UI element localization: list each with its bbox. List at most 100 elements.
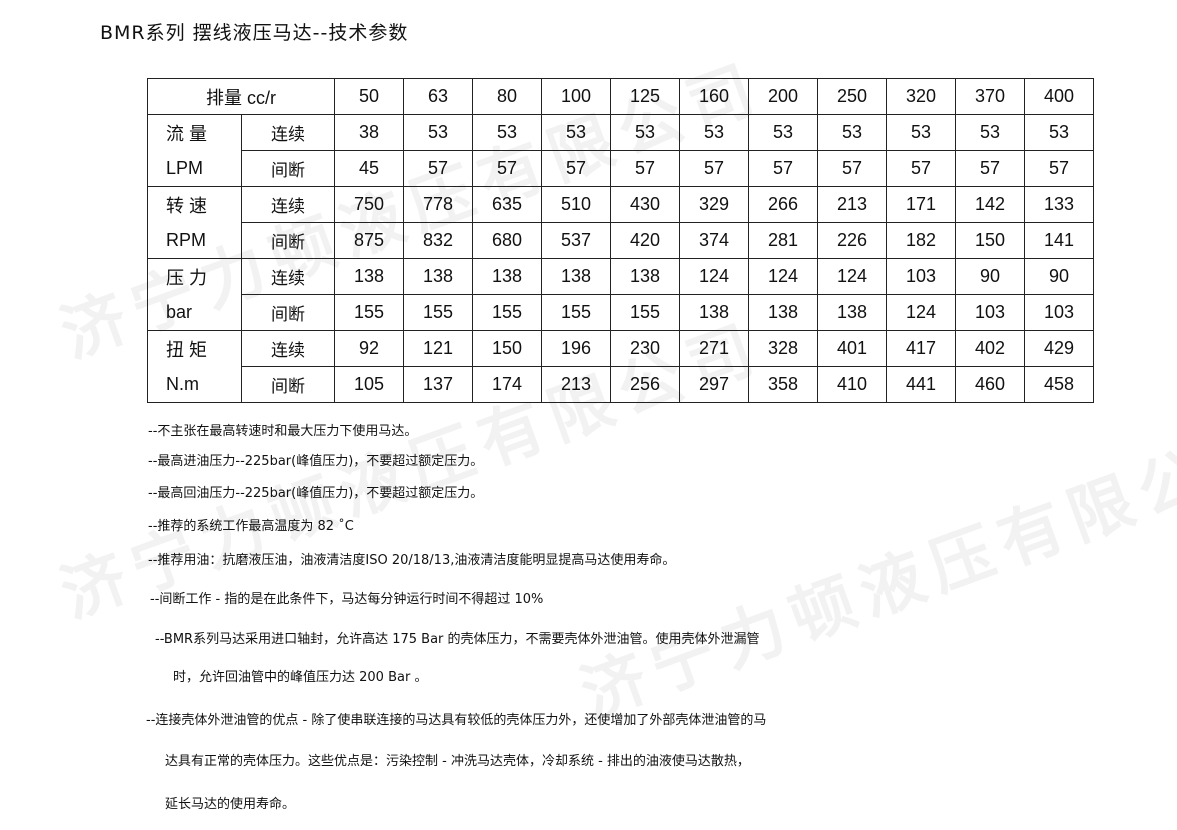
table-cell: 53 — [748, 114, 818, 151]
condition-label: 间断 — [241, 294, 335, 331]
group-name: 扭 矩 — [147, 330, 242, 367]
table-cell: 171 — [886, 186, 956, 223]
table-cell: 832 — [403, 222, 473, 259]
table-row: 转 速连续 750 778 635 510 430 329 266 213 171 142 133 — [147, 186, 1094, 223]
table-cell: 150 — [472, 330, 542, 367]
table-cell: 174 — [472, 366, 542, 403]
table-cell: 133 — [1024, 186, 1094, 223]
table-cell: 635 — [472, 186, 542, 223]
table-cell: 38 — [334, 114, 404, 151]
table-cell: 417 — [886, 330, 956, 367]
table-cell: 103 — [955, 294, 1025, 331]
table-cell: 124 — [679, 258, 749, 295]
displacement-value: 160 — [679, 78, 749, 115]
table-cell: 138 — [610, 258, 680, 295]
group-unit: LPM — [147, 150, 242, 187]
table-cell: 460 — [955, 366, 1025, 403]
condition-label: 间断 — [241, 150, 335, 187]
table-cell: 57 — [817, 150, 887, 187]
condition-label: 连续 — [241, 114, 335, 151]
table-cell: 750 — [334, 186, 404, 223]
table-cell: 53 — [955, 114, 1025, 151]
note-line: --推荐用油：抗磨液压油，油液清洁度ISO 20/18/13,油液清洁度能明显提… — [148, 553, 676, 568]
table-cell: 53 — [679, 114, 749, 151]
table-cell: 281 — [748, 222, 818, 259]
table-cell: 374 — [679, 222, 749, 259]
table-cell: 53 — [817, 114, 887, 151]
note-line: --最高进油压力--225bar(峰值压力)，不要超过额定压力。 — [148, 454, 484, 469]
table-cell: 155 — [541, 294, 611, 331]
table-cell: 213 — [817, 186, 887, 223]
displacement-value: 400 — [1024, 78, 1094, 115]
condition-label: 连续 — [241, 258, 335, 295]
note-line: --连接壳体外泄油管的优点 - 除了使串联连接的马达具有较低的壳体压力外，还使增… — [146, 713, 767, 728]
table-cell: 53 — [610, 114, 680, 151]
table-cell: 138 — [541, 258, 611, 295]
table-row: 压 力连续 138 138 138 138 138 124 124 124 103 90 90 — [147, 258, 1094, 295]
displacement-value: 370 — [955, 78, 1025, 115]
table-header-row: 排量 cc/r 50 63 80 100 125 160 200 250 320 370 400 — [147, 78, 1094, 115]
table-cell: 124 — [886, 294, 956, 331]
table-cell: 138 — [817, 294, 887, 331]
displacement-value: 200 — [748, 78, 818, 115]
table-cell: 103 — [1024, 294, 1094, 331]
group-unit: bar — [147, 294, 242, 331]
table-cell: 155 — [610, 294, 680, 331]
table-cell: 121 — [403, 330, 473, 367]
table-cell: 57 — [955, 150, 1025, 187]
page-title: BMR系列 摆线液压马达--技术参数 — [100, 22, 409, 44]
table-cell: 410 — [817, 366, 887, 403]
table-cell: 53 — [472, 114, 542, 151]
table-cell: 155 — [403, 294, 473, 331]
group-name: 转 速 — [147, 186, 242, 223]
group-name: 压 力 — [147, 258, 242, 295]
table-cell: 138 — [403, 258, 473, 295]
table-cell: 226 — [817, 222, 887, 259]
table-cell: 196 — [541, 330, 611, 367]
table-cell: 213 — [541, 366, 611, 403]
table-cell: 92 — [334, 330, 404, 367]
table-cell: 230 — [610, 330, 680, 367]
table-cell: 53 — [1024, 114, 1094, 151]
displacement-value: 320 — [886, 78, 956, 115]
displacement-value: 250 — [817, 78, 887, 115]
spec-table: 排量 cc/r 50 63 80 100 125 160 200 250 320 370 400 流… — [147, 78, 1094, 403]
note-line: --间断工作 - 指的是在此条件下，马达每分钟运行时间不得超过 10% — [150, 592, 544, 607]
table-cell: 680 — [472, 222, 542, 259]
table-cell: 90 — [1024, 258, 1094, 295]
table-cell: 53 — [541, 114, 611, 151]
table-cell: 429 — [1024, 330, 1094, 367]
table-cell: 155 — [334, 294, 404, 331]
table-cell: 256 — [610, 366, 680, 403]
table-cell: 458 — [1024, 366, 1094, 403]
table-row: RPM 间断 875 832 680 537 420 374 281 226 182 150 141 — [147, 222, 1094, 259]
note-line: 时，允许回油管中的峰值压力达 200 Bar 。 — [173, 670, 428, 685]
table-cell: 57 — [748, 150, 818, 187]
condition-label: 间断 — [241, 366, 335, 403]
table-cell: 420 — [610, 222, 680, 259]
table-cell: 90 — [955, 258, 1025, 295]
table-cell: 778 — [403, 186, 473, 223]
note-line: 达具有正常的壳体压力。这些优点是：污染控制 - 冲洗马达壳体，冷却系统 - 排出… — [165, 754, 750, 769]
table-cell: 537 — [541, 222, 611, 259]
table-cell: 328 — [748, 330, 818, 367]
table-cell: 875 — [334, 222, 404, 259]
table-row: 扭 矩连续 92 121 150 196 230 271 328 401 417 402 429 — [147, 330, 1094, 367]
table-cell: 297 — [679, 366, 749, 403]
table-cell: 57 — [472, 150, 542, 187]
table-cell: 142 — [955, 186, 1025, 223]
table-cell: 105 — [334, 366, 404, 403]
condition-label: 连续 — [241, 186, 335, 223]
table-cell: 402 — [955, 330, 1025, 367]
table-row: bar 间断 155 155 155 155 155 138 138 138 124 103 103 — [147, 294, 1094, 331]
table-cell: 57 — [610, 150, 680, 187]
table-cell: 57 — [886, 150, 956, 187]
group-unit: RPM — [147, 222, 242, 259]
condition-label: 连续 — [241, 330, 335, 367]
table-cell: 53 — [886, 114, 956, 151]
displacement-value: 50 — [334, 78, 404, 115]
note-line: --推荐的系统工作最高温度为 82 ˚C — [148, 519, 354, 534]
table-cell: 137 — [403, 366, 473, 403]
table-row: N.m 间断 105 137 174 213 256 297 358 410 441 460 458 — [147, 366, 1094, 403]
table-cell: 401 — [817, 330, 887, 367]
